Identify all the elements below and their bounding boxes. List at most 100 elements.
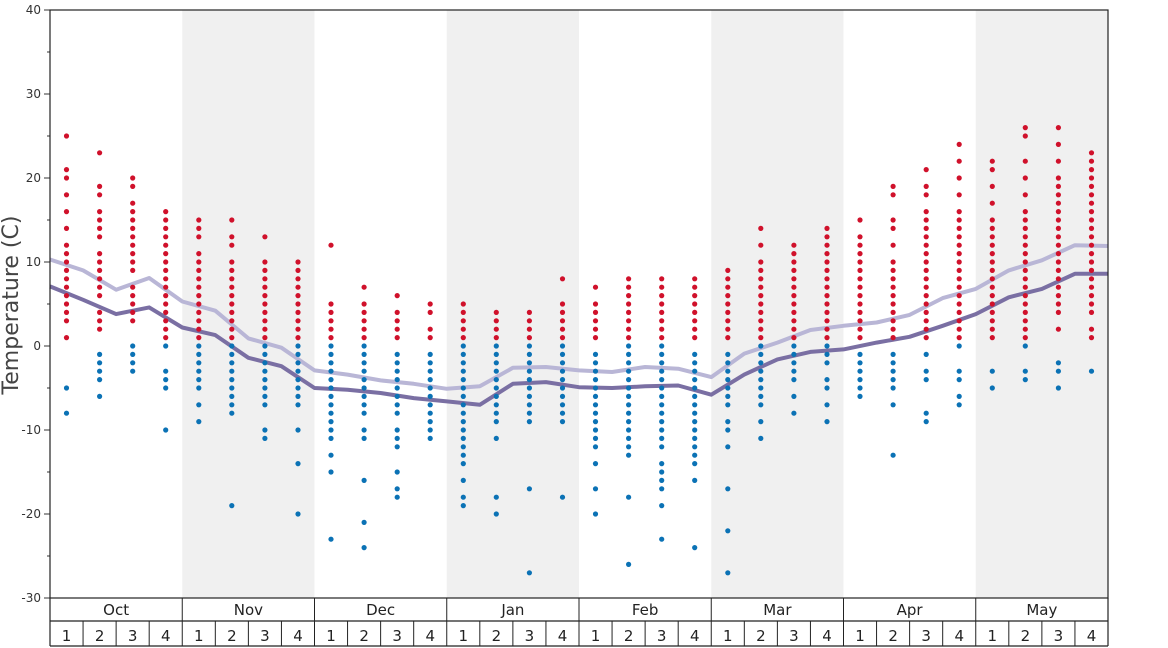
high-temp-dot <box>295 301 301 307</box>
high-temp-dot <box>1055 217 1061 223</box>
low-temp-dot <box>361 427 367 433</box>
low-temp-dot <box>725 385 731 391</box>
week-label: 3 <box>1054 627 1064 645</box>
low-temp-dot <box>692 444 698 450</box>
high-temp-dot <box>890 242 896 248</box>
high-temp-dot <box>427 301 433 307</box>
high-temp-dot <box>989 225 995 231</box>
average-lines <box>49 243 1109 407</box>
high-temp-dot <box>857 267 863 273</box>
low-temp-dot <box>559 351 566 357</box>
high-temp-dot <box>1088 167 1095 173</box>
low-temp-dot <box>493 393 499 399</box>
low-temp-dot <box>295 385 301 391</box>
high-temp-dot <box>130 175 136 181</box>
low-temp-dot <box>592 368 599 374</box>
high-temp-dot <box>130 301 136 307</box>
low-temp-dot <box>361 545 367 551</box>
low-temp-dot <box>97 377 103 383</box>
x-axis: Oct 1 2 3 4 Nov 1 2 3 4 Dec 1 2 3 4 Jan 1 2 3 4 Feb 1 2 3 4 Mar 1 2… <box>49 598 1109 647</box>
low-temp-dot <box>328 343 334 349</box>
high-temp-dot <box>1088 251 1095 257</box>
high-temp-dot <box>97 326 103 332</box>
month-label: Apr <box>897 601 924 619</box>
low-temp-dot <box>460 444 466 450</box>
high-temp-dot <box>956 284 962 290</box>
low-temp-dot <box>229 385 235 391</box>
low-temp-dot <box>626 360 632 366</box>
high-temp-dot <box>758 259 764 265</box>
low-temp-dot <box>295 368 301 374</box>
high-temp-dot <box>229 242 235 248</box>
low-temp-dot <box>526 393 533 399</box>
high-temp-dot <box>725 326 731 332</box>
low-temp-dot <box>758 435 764 441</box>
high-temp-dot <box>857 242 863 248</box>
low-temp-dot <box>559 410 566 416</box>
low-temp-dot <box>956 377 962 383</box>
low-temp-dot <box>526 385 533 391</box>
high-temp-dot <box>361 326 367 332</box>
high-temp-dot <box>857 309 863 315</box>
high-temp-dot <box>163 267 169 273</box>
high-temp-dot <box>1055 125 1061 131</box>
high-temp-dot <box>295 335 301 341</box>
high-temp-dot <box>262 326 268 332</box>
week-label: 2 <box>888 627 898 645</box>
high-temp-dot <box>130 293 136 299</box>
low-temp-dot <box>130 360 136 366</box>
high-temp-dot <box>989 335 995 341</box>
high-temp-dot <box>229 284 235 290</box>
high-temp-dot <box>163 318 169 324</box>
high-temp-dot <box>956 158 962 164</box>
week-label: 3 <box>657 627 667 645</box>
high-temp-dot <box>1022 175 1028 181</box>
low-temp-dot <box>692 477 698 483</box>
low-temp-dot <box>427 393 433 399</box>
low-temp-dot <box>394 377 400 383</box>
low-temp-dot <box>394 494 400 500</box>
low-temp-dot <box>626 351 632 357</box>
high-temp-dot <box>956 225 962 231</box>
high-temp-dot <box>1088 225 1095 231</box>
high-temp-dot <box>923 209 929 215</box>
low-temp-dot <box>559 377 566 383</box>
high-temp-dot <box>1055 209 1061 215</box>
high-temp-dot <box>63 276 70 282</box>
high-temp-dot <box>97 267 103 273</box>
high-temp-dot <box>857 259 863 265</box>
low-temp-dot <box>692 402 698 408</box>
low-temp-dot <box>460 368 466 374</box>
high-temp-dot <box>824 301 830 307</box>
low-temp-dot <box>890 351 896 357</box>
y-tick-label: 40 <box>26 3 41 17</box>
high-temp-dot <box>824 326 830 332</box>
high-temp-dot <box>493 335 499 341</box>
high-temp-dot <box>824 251 830 257</box>
high-temp-dot <box>890 284 896 290</box>
low-temp-dot <box>857 393 863 399</box>
high-temp-dot <box>923 225 929 231</box>
high-temp-dot <box>97 225 103 231</box>
low-temp-dot <box>592 427 599 433</box>
high-temp-dot <box>1022 158 1028 164</box>
high-temp-dot <box>857 284 863 290</box>
low-temp-dot <box>659 503 665 509</box>
high-temp-dot <box>890 217 896 223</box>
high-temp-dot <box>956 267 962 273</box>
high-temp-dot <box>1022 335 1028 341</box>
low-temp-dot <box>592 461 599 467</box>
high-temp-dot <box>692 301 698 307</box>
low-temp-dot <box>791 368 797 374</box>
low-temp-dot <box>460 494 466 500</box>
week-label: 2 <box>1021 627 1031 645</box>
high-temp-dot <box>956 318 962 324</box>
low-temp-dot <box>659 360 665 366</box>
high-temp-dot <box>1088 284 1095 290</box>
low-temp-dot <box>394 385 400 391</box>
high-temp-dot <box>1055 158 1061 164</box>
low-temp-dot <box>1055 368 1061 374</box>
low-temp-dot <box>824 351 830 357</box>
low-temp-dot <box>857 377 863 383</box>
low-temp-dot <box>956 402 962 408</box>
